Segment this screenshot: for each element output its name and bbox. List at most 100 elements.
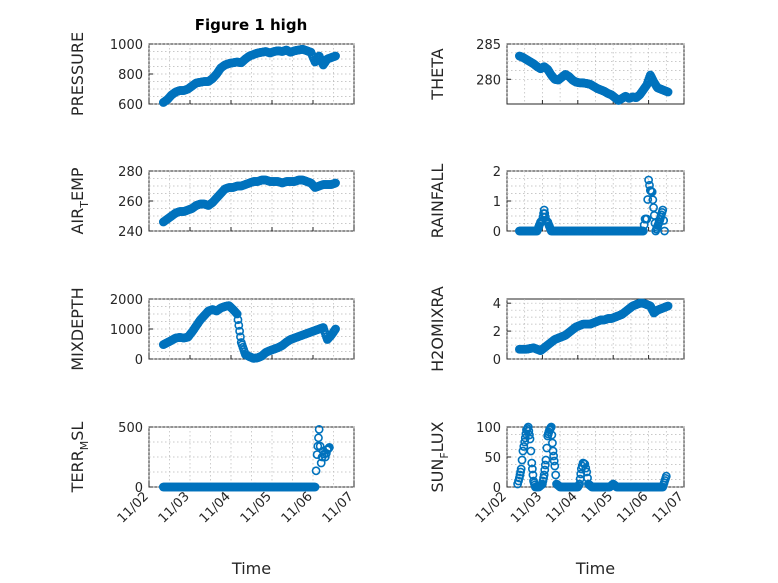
data-point (525, 434, 535, 444)
y-tick-label: 600 (118, 98, 143, 113)
data-point (549, 456, 559, 466)
data-point (548, 438, 557, 448)
y-tick-label: 285 (476, 38, 501, 53)
y-tick-label: 800 (118, 68, 143, 83)
data-point (551, 470, 561, 480)
data-point (516, 464, 526, 474)
data-point (314, 433, 323, 443)
y-tick-label: 0 (135, 481, 143, 496)
x-axis-label: Time (231, 559, 271, 578)
data-point (642, 214, 652, 224)
data-point (519, 442, 529, 451)
figure-title: Figure 1 high (195, 16, 308, 34)
data-point (644, 175, 653, 185)
y-axis-label: AIRTEMP (68, 167, 91, 234)
data-point (638, 226, 648, 236)
y-tick-label: 280 (476, 73, 501, 88)
y-axis-label: THETA (428, 48, 447, 100)
data-point (661, 471, 671, 481)
data-point (311, 466, 321, 476)
y-tick-label: 2 (493, 165, 501, 180)
data-point (658, 205, 668, 215)
data-point (324, 442, 334, 452)
y-axis-label: RAINFALL (428, 164, 447, 239)
x-tick-label: 11/07 (320, 489, 357, 526)
data-point (517, 455, 527, 465)
data-point (660, 226, 669, 236)
x-tick-label: 11/05 (238, 489, 275, 526)
y-tick-label: 50 (484, 451, 501, 466)
data-point (575, 479, 584, 489)
y-tick-label: 100 (476, 421, 501, 436)
x-tick-label: 11/03 (156, 489, 193, 526)
y-tick-label: 0 (135, 353, 143, 368)
data-point (310, 482, 320, 492)
y-tick-label: 260 (118, 195, 143, 210)
data-point (580, 459, 590, 469)
y-tick-label: 4 (493, 297, 501, 312)
data-point (540, 460, 550, 470)
data-point (550, 461, 560, 471)
y-tick-label: 1000 (110, 38, 143, 53)
y-tick-label: 0 (493, 353, 501, 368)
data-point (546, 422, 556, 432)
panel-2: 280 285 THETA (428, 38, 685, 105)
y-tick-label: 1 (493, 195, 501, 210)
data-point (659, 216, 669, 225)
y-tick-label: 280 (118, 165, 143, 180)
data-point (548, 446, 558, 456)
data-point (549, 451, 559, 461)
data-point (233, 315, 243, 325)
data-point (331, 324, 340, 334)
data-point (235, 326, 245, 336)
data-point (540, 465, 550, 475)
panel-5: 0 1000 2000 MIXDEPTH (68, 287, 355, 371)
panel-6: 0 2 4 H2OMIXRA (428, 286, 685, 372)
data-point (524, 426, 534, 436)
data-point (331, 178, 340, 188)
x-tick-label: 11/02 (473, 489, 510, 526)
data-point (526, 446, 536, 456)
data-point (541, 455, 551, 465)
data-point (663, 87, 673, 97)
data-point (581, 463, 591, 473)
x-tick-label: 11/02 (115, 489, 152, 526)
data-point (582, 467, 592, 477)
data-point (234, 320, 244, 330)
data-point (547, 430, 557, 440)
data-point (527, 464, 537, 474)
x-tick-label: 11/06 (279, 489, 316, 526)
data-point (316, 458, 326, 468)
data-point (314, 424, 324, 434)
x-tick-label: 11/04 (197, 489, 234, 526)
data-point (236, 332, 245, 342)
y-tick-label: 2 (493, 325, 501, 340)
y-axis-label: SUNFLUX (428, 421, 451, 492)
data-point (232, 309, 242, 319)
y-axis-label: MIXDEPTH (68, 287, 87, 370)
x-tick-label: 11/06 (614, 489, 651, 526)
data-point (663, 301, 673, 311)
data-point (523, 422, 533, 432)
x-tick-label: 11/04 (544, 489, 581, 526)
y-axis-label: TERRMSL (68, 422, 91, 494)
y-tick-label: 500 (118, 421, 143, 436)
data-point (540, 212, 550, 222)
x-axis-label: Time (575, 559, 615, 578)
panel-1: 600 800 1000 PRESSURE (68, 32, 355, 116)
data-point (643, 195, 653, 204)
x-tick-label: 11/05 (579, 489, 616, 526)
panel-7: 0 500 11/02 11/03 11/04 11/05 11/06 11/07 Time TE… (68, 421, 357, 578)
x-tick-label: 11/07 (650, 489, 687, 526)
y-axis-label: PRESSURE (68, 32, 87, 116)
data-point (525, 430, 534, 440)
y-tick-label: 2000 (110, 293, 143, 308)
data-point (528, 470, 538, 480)
y-tick-label: 0 (493, 481, 501, 496)
panel-3: 240 260 280 AIRTEMP (68, 165, 355, 240)
y-tick-label: 240 (118, 225, 143, 240)
y-tick-label: 1000 (110, 323, 143, 338)
data-point (527, 458, 537, 468)
panel-4: 0 1 2 RAINFALL (428, 164, 685, 240)
